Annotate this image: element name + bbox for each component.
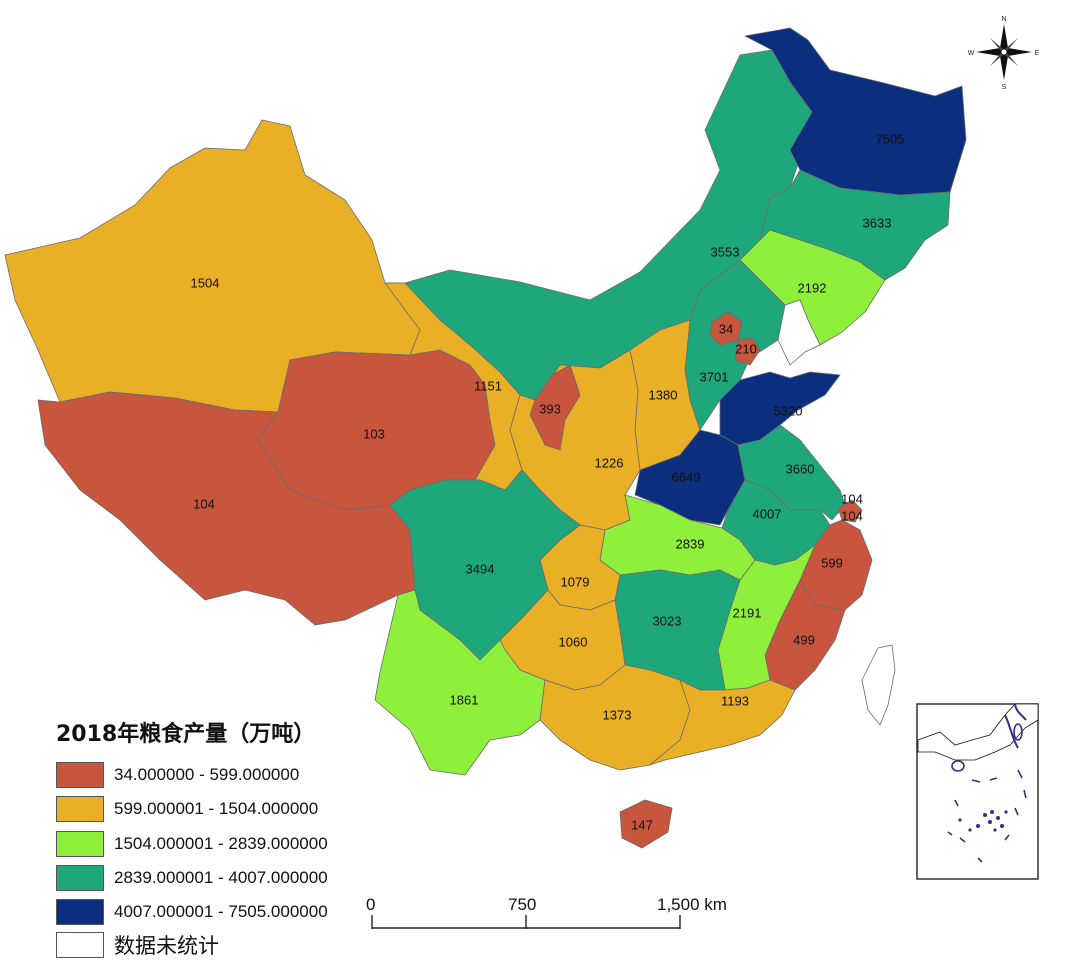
legend-item-class-5: 4007.000001 - 7505.000000 [56,899,328,925]
label-guizhou: 1060 [559,634,588,649]
legend-item-class-1: 34.000000 - 599.000000 [56,762,299,788]
bohai-sea [777,299,821,366]
label-hunan: 3023 [653,613,682,628]
label-jiangxi: 2191 [733,605,762,620]
province-tianjin [734,337,761,366]
legend-item-no-data: 数据未统计 [56,932,219,958]
label-ningxia: 393 [539,401,561,416]
label-inner-mongolia: 3553 [711,244,740,259]
legend-label: 4007.000001 - 7505.000000 [114,902,328,921]
label-guangdong: 1193 [721,693,749,708]
legend-swatch [56,762,104,788]
compass-s: S [1002,84,1007,91]
label-fujian: 499 [793,632,815,647]
label-xinjiang: 1504 [191,275,220,290]
label-qinghai: 103 [363,426,385,441]
label-chongqing: 1079 [561,574,590,589]
label-shanxi: 1380 [649,387,678,402]
province-taiwan [861,644,896,726]
legend-swatch [56,796,104,822]
label-jilin: 3633 [863,215,892,230]
province-guangdong [649,679,796,766]
label-zhejiang: 599 [821,555,843,570]
label-henan: 6649 [672,469,701,484]
label-shanghai: 104 [841,508,863,523]
legend-label: 2839.000001 - 4007.000000 [114,868,328,887]
south-china-sea-inset [916,703,1039,880]
label-hebei: 3701 [700,369,729,384]
label-jiangsu: 3660 [786,461,815,476]
legend-item-class-2: 599.000001 - 1504.000000 [56,796,318,822]
compass-w: W [968,50,975,57]
label-hainan: 147 [631,817,653,832]
legend-title: 2018年粮食产量（万吨） [56,722,316,747]
provinces-layer [4,27,967,849]
legend-swatch-no-data [56,932,104,958]
legend-swatch [56,865,104,891]
label-gansu: 1151 [474,378,502,393]
legend-label: 1504.000001 - 2839.000000 [114,834,328,853]
compass-n: N [1001,16,1006,23]
legend-item-class-3: 1504.000001 - 2839.000000 [56,831,328,857]
label-anhui: 4007 [753,506,782,521]
province-labels: 7505 3633 2192 3553 1504 104 103 1151 39… [191,131,905,832]
label-liaoning: 2192 [798,280,827,295]
scale-label-750: 750 [508,895,537,914]
label-beijing: 34 [719,321,733,336]
scale-bar [371,915,681,929]
province-shanghai [837,499,863,523]
label-yunnan: 1861 [450,692,479,707]
province-hainan [619,799,673,849]
north-arrow-icon: N S E W [968,16,1040,91]
legend-swatch [56,899,104,925]
scale-label-0: 0 [366,895,376,914]
legend-label-no-data: 数据未统计 [114,934,219,958]
scale-label-1500: 1,500 km [657,895,727,914]
label-shanghai-upper: 104 [841,491,863,506]
label-heilongjiang: 7505 [876,131,905,146]
legend-swatch [56,831,104,857]
label-sichuan: 3494 [466,561,495,576]
legend-item-class-4: 2839.000001 - 4007.000000 [56,865,328,891]
label-shandong: 5320 [774,403,803,418]
legend-label: 34.000000 - 599.000000 [114,765,300,784]
label-tianjin: 210 [735,341,757,356]
province-ningxia [529,364,581,451]
label-shaanxi: 1226 [595,455,624,470]
compass-e: E [1035,50,1040,57]
label-tibet: 104 [193,496,215,511]
legend-label: 599.000001 - 1504.000000 [114,799,319,818]
label-hubei: 2839 [676,536,705,551]
label-guangxi: 1373 [603,707,632,722]
